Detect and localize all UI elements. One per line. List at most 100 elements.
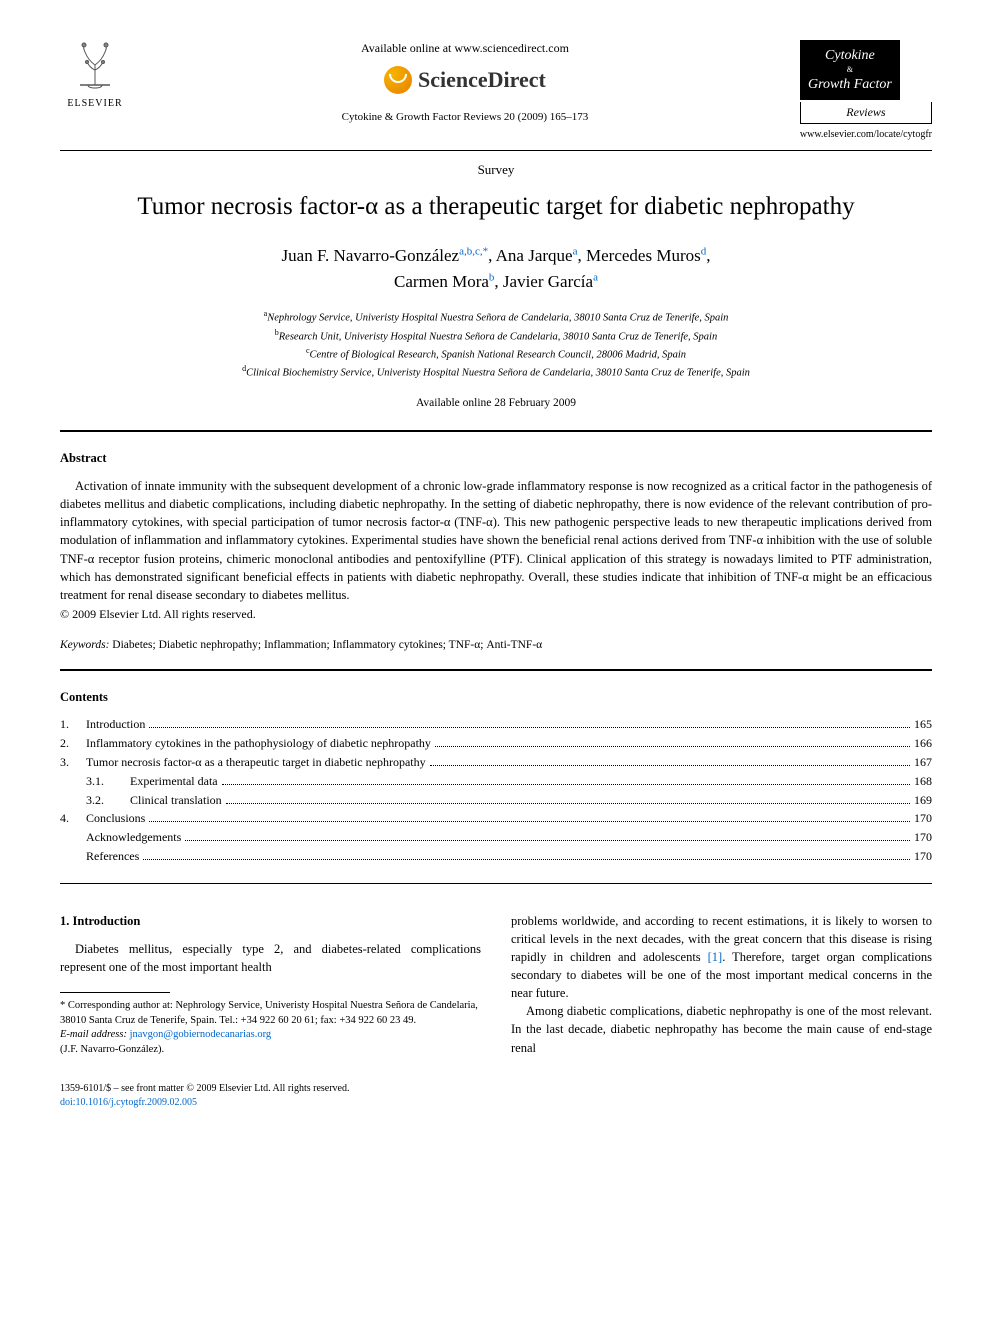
toc-row: 1.Introduction 165 [60, 716, 932, 733]
journal-cover-box: Cytokine & Growth Factor Reviews www.els… [800, 40, 932, 142]
author: Juan F. Navarro-Gonzáleza,b,c,* [282, 246, 489, 265]
affiliation: cCentre of Biological Research, Spanish … [60, 345, 932, 363]
toc-num: 4. [60, 810, 86, 827]
keywords-list: Diabetes; Diabetic nephropathy; Inflamma… [112, 639, 542, 651]
doi-line: doi:10.1016/j.cytogfr.2009.02.005 [60, 1096, 932, 1110]
toc-row: References 170 [60, 848, 932, 865]
toc-page: 168 [914, 773, 932, 790]
toc-num: 3. [60, 754, 86, 771]
affiliation: aNephrology Service, Univeristy Hospital… [60, 308, 932, 326]
toc-dots [149, 727, 910, 728]
header-rule [60, 150, 932, 151]
toc-subnum: 3.2. [86, 792, 130, 809]
toc-page: 170 [914, 810, 932, 827]
corresponding-author-note: * Corresponding author at: Nephrology Se… [60, 999, 481, 1028]
footnote-block: * Corresponding author at: Nephrology Se… [60, 999, 481, 1058]
toc-dots [226, 803, 910, 804]
sciencedirect-text: ScienceDirect [418, 65, 546, 96]
toc-row: 4.Conclusions 170 [60, 810, 932, 827]
toc-row: 3.Tumor necrosis factor-α as a therapeut… [60, 754, 932, 771]
toc-page: 169 [914, 792, 932, 809]
footer-metadata: 1359-6101/$ – see front matter © 2009 El… [60, 1082, 932, 1110]
toc-title: Inflammatory cytokines in the pathophysi… [86, 735, 431, 752]
intro-heading: 1. Introduction [60, 912, 481, 930]
toc-dots [222, 784, 910, 785]
toc-page: 170 [914, 848, 932, 865]
affiliations: aNephrology Service, Univeristy Hospital… [60, 308, 932, 381]
citation-line: Cytokine & Growth Factor Reviews 20 (200… [150, 110, 780, 125]
toc-dots [435, 746, 910, 747]
doi-link[interactable]: doi:10.1016/j.cytogfr.2009.02.005 [60, 1097, 197, 1108]
author: Carmen Morab [394, 272, 494, 291]
center-header: Available online at www.sciencedirect.co… [130, 40, 800, 125]
journal-amp: & [805, 65, 895, 75]
toc-row: 3.2.Clinical translation 169 [60, 792, 932, 809]
toc-num: 1. [60, 716, 86, 733]
abstract-bottom-rule [60, 669, 932, 671]
journal-title-line1: Cytokine [805, 47, 895, 65]
toc-page: 166 [914, 735, 932, 752]
author: Javier Garcíaa [503, 272, 598, 291]
journal-title-line2: Growth Factor [805, 76, 895, 94]
page-header: ELSEVIER Available online at www.science… [60, 40, 932, 142]
contents-heading: Contents [60, 689, 932, 707]
affiliation: dClinical Biochemistry Service, Univeris… [60, 363, 932, 381]
journal-cover: Cytokine & Growth Factor [800, 40, 900, 100]
toc-title: References [86, 848, 139, 865]
toc-row: 2.Inflammatory cytokines in the pathophy… [60, 735, 932, 752]
toc-page: 170 [914, 829, 932, 846]
abstract-copyright: © 2009 Elsevier Ltd. All rights reserved… [60, 606, 932, 623]
toc-page: 165 [914, 716, 932, 733]
toc-dots [430, 765, 910, 766]
toc-title: Clinical translation [130, 792, 222, 809]
email-line: E-mail address: jnavgon@gobiernodecanari… [60, 1028, 481, 1043]
toc-title: Introduction [86, 716, 145, 733]
journal-url: www.elsevier.com/locate/cytogfr [800, 128, 932, 142]
abstract-body: Activation of innate immunity with the s… [60, 477, 932, 604]
toc-num: 2. [60, 735, 86, 752]
toc-dots [185, 840, 910, 841]
left-column: 1. Introduction Diabetes mellitus, espec… [60, 912, 481, 1058]
elsevier-tree-icon [60, 40, 130, 97]
corresponding-star-icon: * [483, 246, 489, 258]
keywords-label: Keywords: [60, 639, 109, 651]
front-matter-line: 1359-6101/$ – see front matter © 2009 El… [60, 1082, 932, 1096]
journal-reviews-label: Reviews [800, 102, 932, 124]
toc-row: Acknowledgements 170 [60, 829, 932, 846]
email-link[interactable]: jnavgon@gobiernodecanarias.org [130, 1029, 272, 1040]
author-list: Juan F. Navarro-Gonzáleza,b,c,*, Ana Jar… [60, 243, 932, 294]
sciencedirect-logo: ScienceDirect [150, 65, 780, 96]
citation-link[interactable]: [1] [708, 950, 723, 964]
toc-dots [149, 821, 910, 822]
toc-page: 167 [914, 754, 932, 771]
author: Mercedes Murosd [586, 246, 706, 265]
intro-paragraph-cont: problems worldwide, and according to rec… [511, 912, 932, 1003]
footnote-author: (J.F. Navarro-González). [60, 1043, 481, 1058]
toc-title: Conclusions [86, 810, 145, 827]
footnote-rule [60, 992, 170, 993]
right-column: problems worldwide, and according to rec… [511, 912, 932, 1058]
toc-title: Acknowledgements [86, 829, 181, 846]
toc-dots [143, 859, 910, 860]
toc-title: Experimental data [130, 773, 218, 790]
article-title: Tumor necrosis factor-α as a therapeutic… [60, 191, 932, 224]
author: Ana Jarquea [496, 246, 578, 265]
intro-paragraph-2: Among diabetic complications, diabetic n… [511, 1002, 932, 1056]
article-type: Survey [60, 161, 932, 179]
elsevier-logo: ELSEVIER [60, 40, 130, 111]
body-columns: 1. Introduction Diabetes mellitus, espec… [60, 912, 932, 1058]
keywords-line: Keywords: Diabetes; Diabetic nephropathy… [60, 637, 932, 653]
toc-title: Tumor necrosis factor-α as a therapeutic… [86, 754, 426, 771]
intro-paragraph: Diabetes mellitus, especially type 2, an… [60, 940, 481, 976]
toc-subnum: 3.1. [86, 773, 130, 790]
available-online-text: Available online at www.sciencedirect.co… [150, 40, 780, 57]
sciencedirect-icon [384, 66, 412, 94]
available-date: Available online 28 February 2009 [60, 395, 932, 411]
toc-row: 3.1.Experimental data 168 [60, 773, 932, 790]
contents-bottom-rule [60, 883, 932, 884]
abstract-heading: Abstract [60, 450, 932, 468]
abstract-top-rule [60, 430, 932, 432]
table-of-contents: 1.Introduction 165 2.Inflammatory cytokine… [60, 716, 932, 864]
affiliation: bResearch Unit, Univeristy Hospital Nues… [60, 327, 932, 345]
email-label: E-mail address: [60, 1029, 127, 1040]
